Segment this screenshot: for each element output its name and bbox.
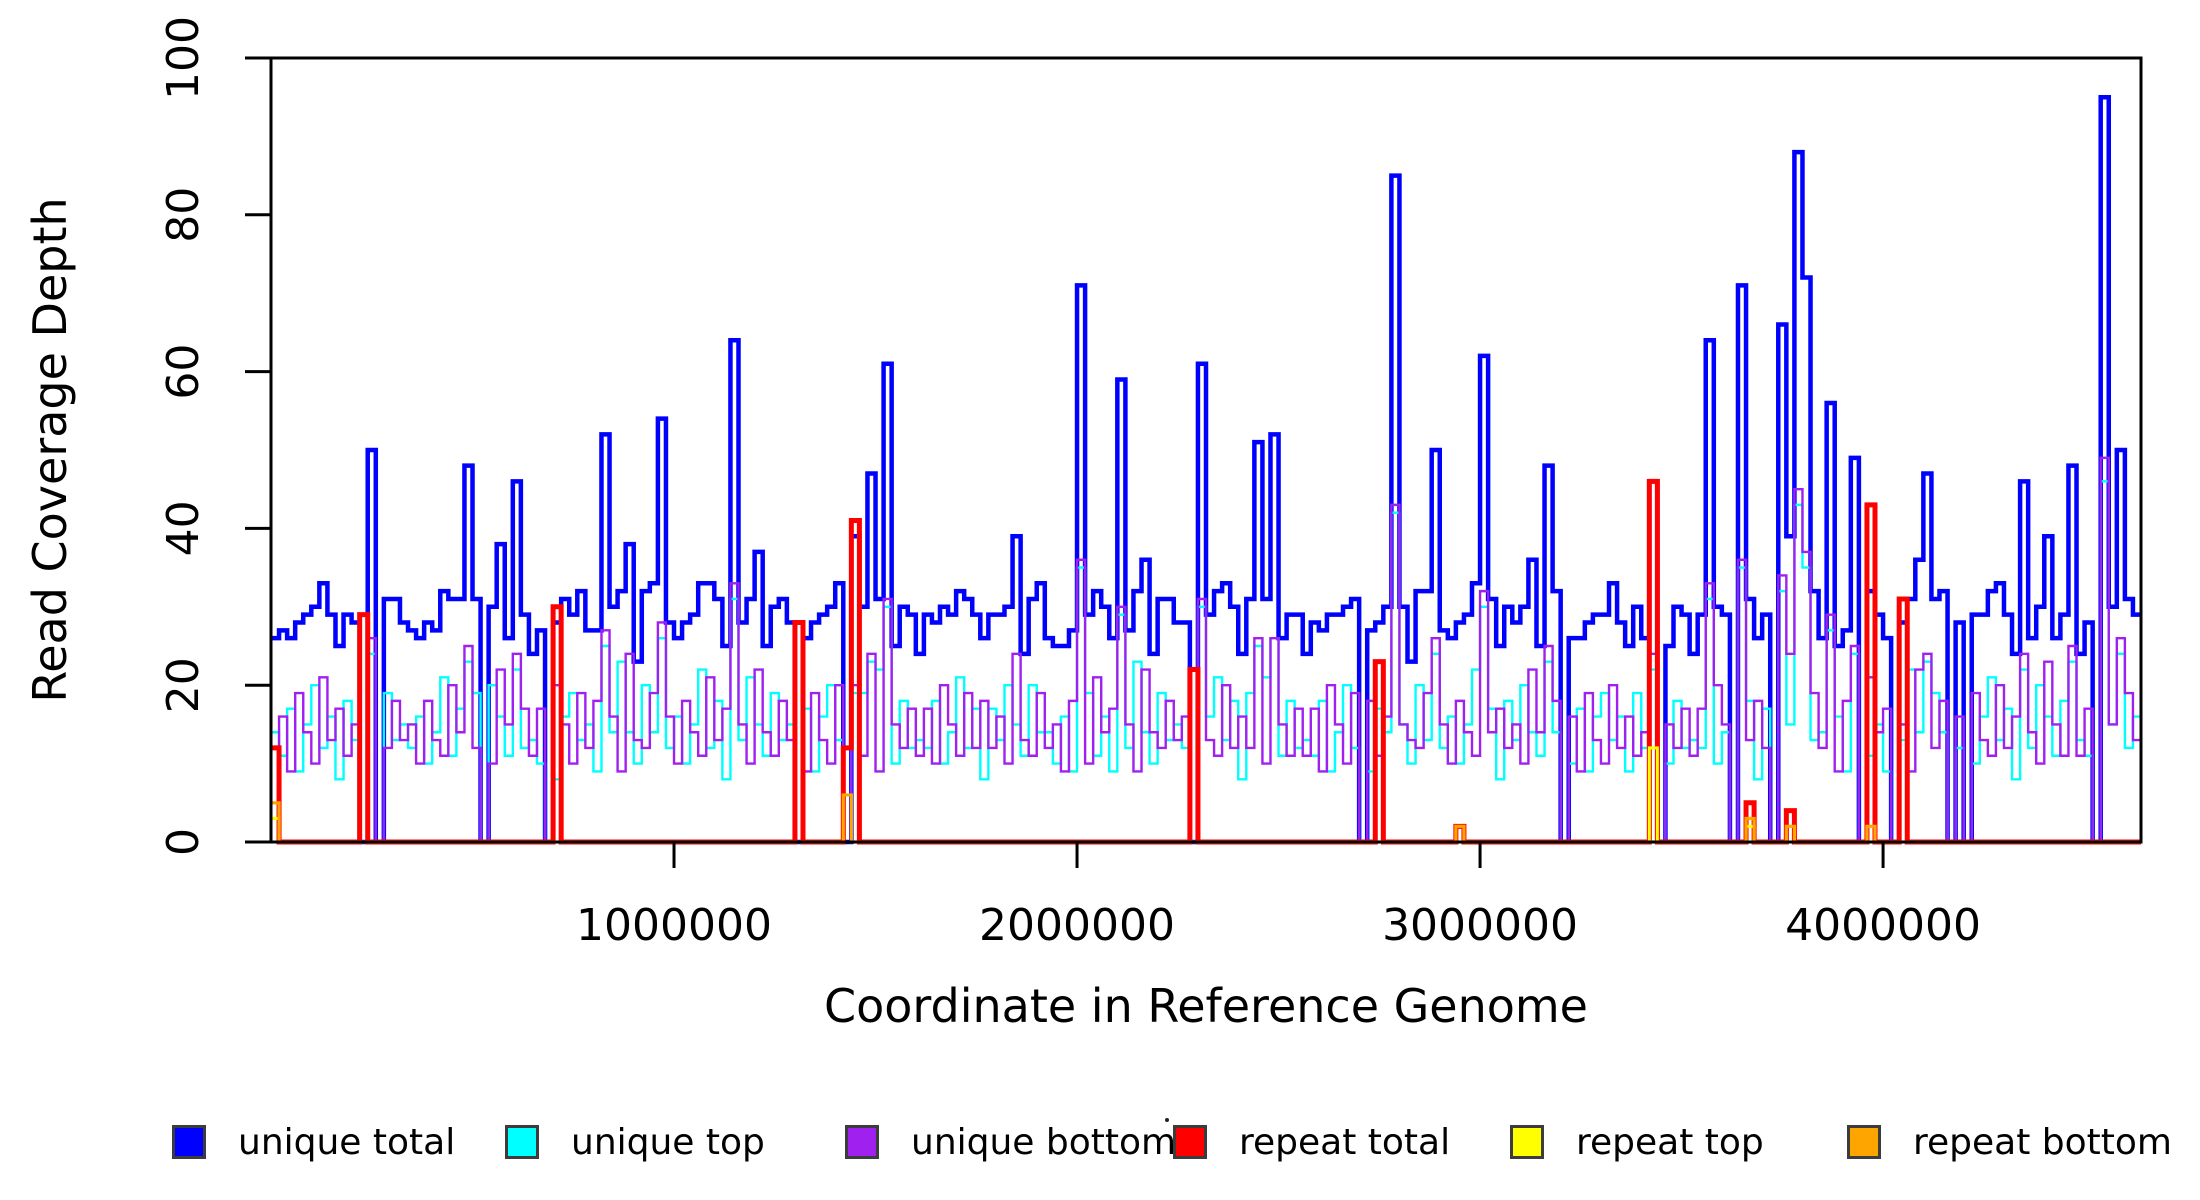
legend: unique total unique top unique bottom re…	[0, 1122, 2200, 1172]
legend-label-repeat-top: repeat top	[1576, 1121, 1764, 1163]
legend-label-repeat-bottom: repeat bottom	[1913, 1121, 2172, 1163]
legend-label-unique-bottom: unique bottom	[911, 1121, 1177, 1163]
stray-dot	[1165, 1118, 1169, 1122]
series-line-unique-total	[271, 94, 2141, 845]
legend-item-unique-total: unique total	[172, 1121, 456, 1163]
legend-item-repeat-bottom: repeat bottom	[1847, 1121, 2172, 1163]
series-line-unique-bottom	[271, 456, 2141, 844]
plot-box	[269, 56, 2143, 844]
legend-item-repeat-top: repeat top	[1510, 1121, 1764, 1163]
x-tick-label: 3000000	[1382, 900, 1578, 951]
x-tick-label: 4000000	[1785, 900, 1981, 951]
legend-swatch-unique-top	[505, 1125, 539, 1159]
legend-swatch-repeat-bottom	[1847, 1125, 1881, 1159]
legend-swatch-repeat-total	[1173, 1125, 1207, 1159]
y-tick-label: 100	[158, 16, 209, 100]
legend-swatch-unique-total	[172, 1125, 206, 1159]
series-layer	[271, 94, 2141, 845]
legend-label-unique-top: unique top	[571, 1121, 765, 1163]
x-tick-label: 1000000	[576, 900, 772, 951]
legend-item-unique-bottom: unique bottom	[845, 1121, 1177, 1163]
y-tick-label: 60	[158, 344, 209, 400]
legend-label-repeat-total: repeat total	[1239, 1121, 1451, 1163]
legend-swatch-repeat-top	[1510, 1125, 1544, 1159]
legend-item-repeat-total: repeat total	[1173, 1121, 1451, 1163]
y-tick-label: 0	[158, 828, 209, 856]
y-axis-title: Read Coverage Depth	[23, 197, 77, 702]
legend-label-unique-total: unique total	[238, 1121, 456, 1163]
y-tick-label: 40	[158, 500, 209, 556]
series-line-unique-top	[271, 480, 2141, 844]
legend-item-unique-top: unique top	[505, 1121, 765, 1163]
y-tick-label: 80	[158, 187, 209, 243]
axis-layer: 0 20 40 60 80 100 1000000 2000000 3000000 4000000	[158, 16, 2143, 951]
y-tick-label: 20	[158, 657, 209, 713]
x-axis-title: Coordinate in Reference Genome	[824, 979, 1588, 1033]
legend-swatch-unique-bottom	[845, 1125, 879, 1159]
x-tick-label: 2000000	[979, 900, 1175, 951]
